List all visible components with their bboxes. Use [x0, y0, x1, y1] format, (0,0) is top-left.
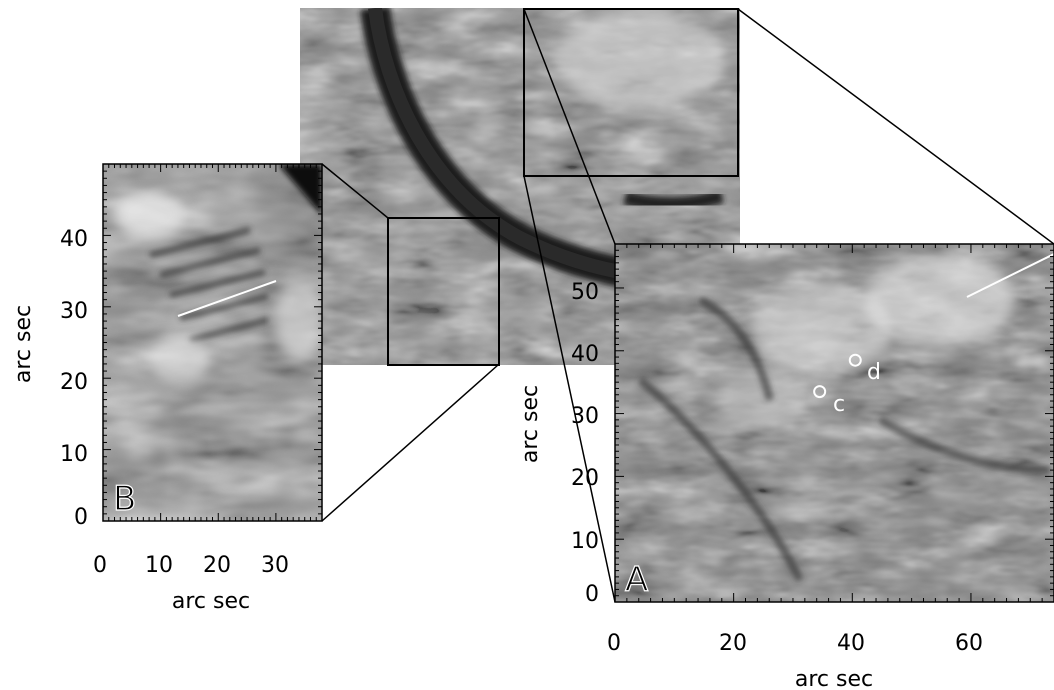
a-xtick-label: 0 — [607, 631, 621, 656]
context-image — [300, 8, 740, 365]
panel-a-ylabel: arc sec — [518, 385, 543, 463]
a-ytick-label: 30 — [571, 404, 599, 429]
b-ytick-label: 20 — [60, 370, 88, 395]
panel-a-xticklabels: 0 20 40 60 — [607, 631, 983, 656]
b-xtick-label: 0 — [93, 553, 107, 578]
panel-a-ticks — [614, 243, 1054, 603]
a-ytick-label: 40 — [571, 342, 599, 367]
marker-c-circle — [813, 385, 827, 399]
panel-a-frame — [614, 243, 1054, 603]
panel-a-yticklabels: 0 10 20 30 40 50 — [571, 280, 599, 607]
panel-a-xlabel: arc sec — [795, 667, 873, 690]
b-ytick-label: 30 — [60, 299, 88, 324]
b-xtick-label: 30 — [261, 553, 289, 578]
a-ytick-label: 0 — [585, 582, 599, 607]
b-ytick-label: 40 — [60, 227, 88, 252]
panel-b-letter: B — [113, 479, 136, 519]
marker-d-label: d — [867, 360, 881, 385]
a-xtick-label: 60 — [955, 631, 983, 656]
panel-b-xticklabels: 0 10 20 30 — [93, 553, 289, 578]
marker-c-label: c — [833, 392, 845, 417]
a-ytick-label: 10 — [571, 529, 599, 554]
a-xtick-label: 20 — [719, 631, 747, 656]
zoom-connector-lines — [321, 8, 1054, 603]
panel-a-image: c d A — [615, 244, 1054, 602]
region-box-b — [387, 217, 500, 366]
b-ytick-label: 0 — [74, 505, 88, 530]
b-xtick-label: 10 — [145, 553, 173, 578]
b-ytick-label: 10 — [60, 442, 88, 467]
panel-b-ticks — [102, 163, 323, 522]
panel-b-ylabel: arc sec — [11, 305, 36, 383]
marker-d-circle — [848, 353, 862, 367]
panel-a-letter: A — [625, 560, 648, 600]
panel-b-xlabel: arc sec — [172, 589, 250, 614]
panel-b-cut-line — [177, 280, 277, 317]
a-ytick-label: 50 — [571, 280, 599, 305]
region-box-a — [523, 8, 739, 177]
b-xtick-label: 20 — [203, 553, 231, 578]
a-xtick-label: 40 — [837, 631, 865, 656]
a-ytick-label: 20 — [571, 466, 599, 491]
panel-b-image: B — [103, 164, 322, 521]
panel-a: c d A 0 20 40 60 0 10 20 30 40 50 arc se… — [518, 243, 1054, 690]
panel-b: B 0 10 20 30 0 10 20 30 40 arc sec arc s… — [11, 163, 323, 614]
panel-b-yticklabels: 0 10 20 30 40 — [60, 227, 88, 530]
panel-a-cut-line — [966, 253, 1054, 298]
